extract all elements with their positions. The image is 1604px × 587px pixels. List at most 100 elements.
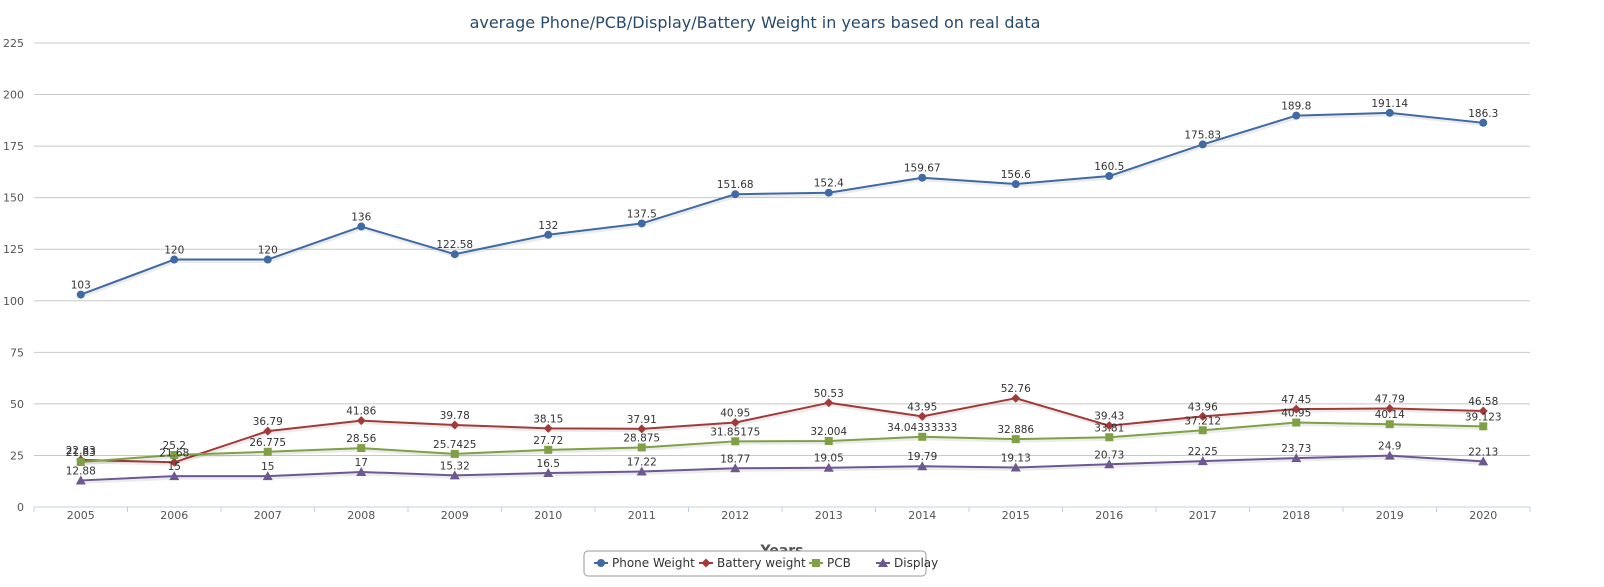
legend-item-battery-weight[interactable]: Battery weight bbox=[699, 556, 806, 570]
data-point[interactable] bbox=[918, 432, 927, 441]
data-point[interactable] bbox=[1198, 140, 1207, 149]
data-point[interactable] bbox=[1291, 404, 1301, 414]
legend[interactable]: Phone Weight Battery weight PCB Display bbox=[583, 550, 938, 577]
data-point[interactable] bbox=[1292, 418, 1301, 427]
data-point[interactable] bbox=[824, 398, 834, 408]
legend-marker-icon bbox=[597, 559, 605, 567]
data-point[interactable] bbox=[170, 451, 179, 460]
data-point[interactable] bbox=[1104, 459, 1115, 469]
data-point[interactable] bbox=[544, 445, 553, 454]
data-point[interactable] bbox=[169, 471, 180, 481]
data-point[interactable] bbox=[1105, 172, 1114, 181]
data-point[interactable] bbox=[450, 250, 459, 259]
y-tick-label: 175 bbox=[3, 140, 24, 153]
data-point[interactable] bbox=[918, 173, 927, 182]
data-point[interactable] bbox=[1105, 433, 1114, 442]
data-point[interactable] bbox=[1385, 403, 1395, 413]
data-point[interactable] bbox=[543, 423, 553, 433]
data-label: 43.96 bbox=[1188, 401, 1218, 413]
data-point[interactable] bbox=[1479, 422, 1488, 431]
data-point[interactable] bbox=[637, 443, 646, 452]
data-point[interactable] bbox=[76, 290, 85, 299]
series-line-shadow bbox=[81, 455, 1485, 484]
data-label: 25.2 bbox=[163, 440, 186, 452]
data-point[interactable] bbox=[823, 462, 834, 472]
data-label: 41.86 bbox=[346, 406, 376, 418]
series-line-shadow bbox=[81, 112, 1485, 298]
data-label: 151.68 bbox=[717, 179, 754, 191]
data-point[interactable] bbox=[450, 420, 460, 430]
x-tick-label: 2017 bbox=[1189, 509, 1217, 522]
data-labels: 103 120 120 136 122.58 132 137.5 151.68 152.4 159… bbox=[66, 98, 1502, 478]
data-point[interactable] bbox=[450, 449, 459, 458]
legend-item-pcb[interactable]: PCB bbox=[809, 556, 851, 570]
data-label: 122.58 bbox=[436, 239, 473, 251]
y-tick-label: 200 bbox=[3, 89, 24, 102]
data-label: 47.45 bbox=[1281, 394, 1311, 406]
data-label: 19.05 bbox=[814, 453, 844, 465]
data-point[interactable] bbox=[170, 255, 179, 264]
data-point[interactable] bbox=[1292, 111, 1301, 120]
data-point[interactable] bbox=[730, 418, 740, 428]
data-point[interactable] bbox=[543, 467, 554, 477]
data-point[interactable] bbox=[262, 471, 273, 481]
data-point[interactable] bbox=[449, 470, 460, 480]
data-point[interactable] bbox=[1197, 456, 1208, 466]
legend-item-display[interactable]: Display bbox=[876, 556, 938, 570]
legend-marker-icon bbox=[878, 558, 888, 567]
data-point[interactable] bbox=[1478, 406, 1488, 416]
data-point[interactable] bbox=[1479, 118, 1488, 127]
x-tick-label: 2008 bbox=[347, 509, 375, 522]
data-point[interactable] bbox=[263, 426, 273, 436]
data-point[interactable] bbox=[263, 255, 272, 264]
data-point[interactable] bbox=[356, 416, 366, 426]
data-label: 19.13 bbox=[1001, 453, 1031, 465]
data-label: 136 bbox=[351, 212, 371, 224]
data-point[interactable] bbox=[1010, 462, 1021, 472]
data-point[interactable] bbox=[1478, 456, 1489, 466]
data-point[interactable] bbox=[731, 437, 740, 446]
data-point[interactable] bbox=[169, 457, 179, 467]
data-label: 19.79 bbox=[907, 451, 937, 463]
data-point[interactable] bbox=[357, 222, 366, 231]
data-point[interactable] bbox=[356, 466, 367, 476]
data-point[interactable] bbox=[1385, 108, 1394, 117]
series-line-shadow bbox=[81, 422, 1485, 466]
data-label: 50.53 bbox=[814, 388, 844, 400]
data-point[interactable] bbox=[636, 466, 647, 476]
data-point[interactable] bbox=[1291, 453, 1302, 463]
data-label: 16.5 bbox=[537, 458, 560, 470]
data-point[interactable] bbox=[824, 437, 833, 446]
series-phone-weight bbox=[76, 108, 1488, 299]
data-point[interactable] bbox=[917, 411, 927, 421]
data-point[interactable] bbox=[1104, 421, 1114, 431]
y-tick-label: 225 bbox=[3, 37, 24, 50]
data-point[interactable] bbox=[637, 219, 646, 228]
data-point[interactable] bbox=[544, 230, 553, 239]
data-point[interactable] bbox=[1011, 393, 1021, 403]
data-label: 15.32 bbox=[440, 460, 470, 472]
data-point[interactable] bbox=[917, 461, 928, 471]
data-label: 17.22 bbox=[627, 456, 657, 468]
data-point[interactable] bbox=[1011, 180, 1020, 189]
data-point[interactable] bbox=[1385, 420, 1394, 429]
data-point[interactable] bbox=[357, 444, 366, 453]
data-point[interactable] bbox=[1198, 411, 1208, 421]
data-label: 22.13 bbox=[1468, 446, 1498, 458]
data-point[interactable] bbox=[731, 190, 740, 199]
data-point[interactable] bbox=[824, 188, 833, 197]
data-point[interactable] bbox=[730, 463, 741, 473]
x-tick-label: 2009 bbox=[441, 509, 469, 522]
x-tick-label: 2018 bbox=[1282, 509, 1310, 522]
data-point[interactable] bbox=[1384, 450, 1395, 460]
data-label: 39.78 bbox=[440, 410, 470, 422]
data-point[interactable] bbox=[637, 424, 647, 434]
legend-item-phone-weight[interactable]: Phone Weight bbox=[594, 556, 695, 570]
data-point[interactable] bbox=[1198, 426, 1207, 435]
data-point[interactable] bbox=[76, 457, 85, 466]
x-tick-label: 2011 bbox=[628, 509, 656, 522]
data-point[interactable] bbox=[263, 447, 272, 456]
data-point[interactable] bbox=[1011, 435, 1020, 444]
data-point[interactable] bbox=[75, 475, 86, 485]
data-label: 33.81 bbox=[1094, 422, 1124, 434]
